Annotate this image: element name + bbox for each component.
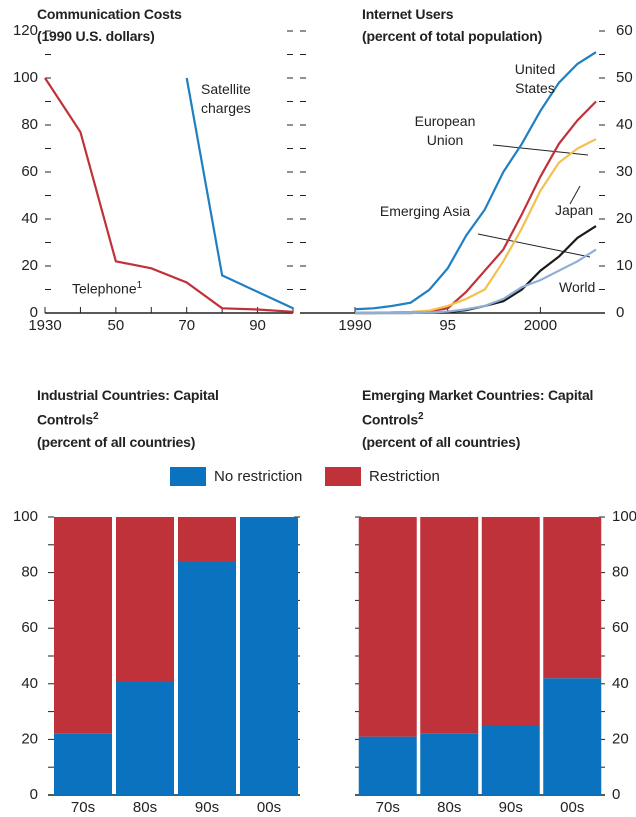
y-tick-label: 80	[21, 564, 38, 581]
legend-swatch	[325, 467, 361, 486]
y-tick-label: 120	[13, 22, 38, 39]
x-tick-label: 1990	[338, 317, 371, 334]
bar-segment	[54, 517, 112, 734]
bar-segment	[178, 561, 236, 795]
footnote: 2	[417, 411, 424, 422]
y-tick-label: 0	[616, 304, 624, 321]
bar-segment	[543, 678, 602, 795]
y-tick-label: 100	[13, 508, 38, 525]
series-label: Satellite charges	[201, 80, 271, 118]
chart-title: Internet Users	[362, 6, 454, 22]
y-tick-label: 30	[616, 163, 633, 180]
line-series	[185, 77, 294, 310]
footnote: 1	[136, 280, 143, 291]
x-tick-label: 50	[108, 317, 125, 334]
chart-subtitle: (1990 U.S. dollars)	[37, 28, 155, 44]
bar-segment	[481, 725, 540, 795]
y-tick-label: 80	[612, 564, 629, 581]
chart-title: Emerging Market Countries: Capital Contr…	[362, 387, 594, 428]
y-tick-label: 100	[13, 69, 38, 86]
series-label: World	[559, 278, 619, 297]
bar-segment	[178, 517, 236, 562]
chart-heading: Communication Costs (1990 U.S. dollars)	[37, 3, 297, 47]
y-tick-label: 60	[616, 22, 633, 39]
legend-label: Restriction	[369, 468, 440, 485]
y-tick-label: 0	[612, 786, 620, 803]
y-tick-label: 20	[612, 730, 629, 747]
chart-subtitle: (percent of all countries)	[37, 433, 196, 450]
chart-heading: Emerging Market Countries: Capital Contr…	[362, 384, 602, 453]
line-series	[354, 51, 597, 311]
y-tick-label: 0	[30, 304, 38, 321]
y-tick-label: 60	[612, 619, 629, 636]
y-tick-label: 100	[612, 508, 636, 525]
y-tick-label: 50	[616, 69, 633, 86]
chart-subtitle: (percent of all countries)	[362, 433, 521, 450]
series-name: Emerging Asia	[379, 203, 471, 219]
chart-subtitle: (percent of total population)	[362, 28, 543, 44]
bar-segment	[420, 733, 479, 795]
x-tick-label: 90s	[195, 799, 219, 816]
y-tick-label: 80	[21, 116, 38, 133]
x-tick-label: 2000	[524, 317, 557, 334]
chart-title: Industrial Countries: Capital Controls	[37, 387, 219, 428]
line-series	[44, 77, 294, 313]
x-tick-label: 80s	[437, 799, 461, 816]
leader-line	[477, 233, 591, 258]
bar-segment	[358, 517, 417, 737]
bar-segment	[116, 517, 174, 682]
x-tick-label: 00s	[560, 799, 584, 816]
bar-segment	[543, 517, 602, 679]
line-series	[355, 248, 597, 315]
chart-title: Communication Costs	[37, 6, 182, 22]
x-tick-label: 80s	[133, 799, 157, 816]
series-name: Japan	[555, 202, 594, 218]
bar-segment	[54, 733, 112, 795]
y-tick-label: 60	[21, 619, 38, 636]
y-tick-label: 40	[21, 210, 38, 227]
series-label: Japan	[555, 201, 615, 220]
x-tick-label: 70s	[71, 799, 95, 816]
y-tick-label: 20	[616, 210, 633, 227]
series-name: European Union	[414, 113, 476, 148]
y-tick-label: 60	[21, 163, 38, 180]
x-tick-label: 1930	[28, 317, 61, 334]
legend-swatch	[170, 467, 206, 486]
series-label: Telephone1	[72, 276, 162, 299]
series-label: European Union	[400, 112, 490, 150]
bar-segment	[420, 517, 479, 734]
series-name: Telephone	[72, 280, 137, 297]
leader-line	[569, 185, 581, 205]
bar-segment	[116, 681, 174, 795]
x-tick-label: 90s	[499, 799, 523, 816]
chart-heading: Industrial Countries: Capital Controls2 (…	[37, 384, 277, 453]
y-tick-label: 10	[616, 257, 633, 274]
series-name: Satellite charges	[201, 81, 251, 116]
series-name: United States	[514, 61, 556, 96]
x-tick-label: 95	[439, 317, 456, 334]
y-tick-label: 40	[21, 675, 38, 692]
series-name: World	[559, 279, 596, 295]
y-tick-label: 40	[616, 116, 633, 133]
x-tick-label: 70	[178, 317, 195, 334]
y-tick-label: 0	[30, 786, 38, 803]
y-tick-label: 20	[21, 257, 38, 274]
chart-heading: Internet Users (percent of total populati…	[362, 3, 622, 47]
bar-segment	[481, 517, 540, 726]
bar-segment	[240, 517, 298, 795]
y-tick-label: 20	[21, 730, 38, 747]
x-tick-label: 90	[249, 317, 266, 334]
series-label: United States	[500, 60, 570, 98]
x-tick-label: 00s	[257, 799, 281, 816]
bar-segment	[358, 736, 417, 795]
legend-label: No restriction	[214, 468, 302, 485]
y-tick-label: 40	[612, 675, 629, 692]
x-tick-label: 70s	[376, 799, 400, 816]
footnote: 2	[92, 411, 99, 422]
series-label: Emerging Asia	[375, 202, 475, 221]
